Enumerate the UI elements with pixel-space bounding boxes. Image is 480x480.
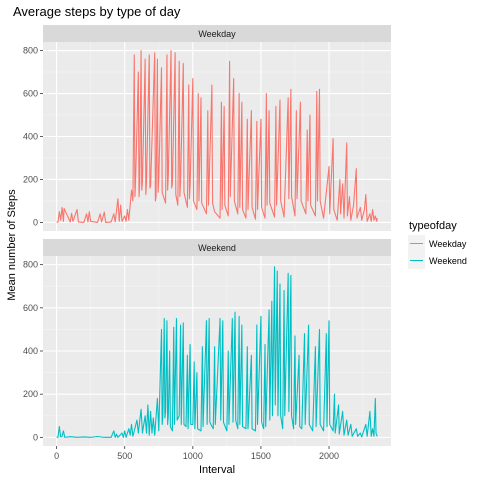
- facet-weekday: Weekday 0 200 400 600 800: [23, 25, 391, 231]
- x-tick-label: 1000: [183, 451, 203, 461]
- legend-label-weekend: Weekend: [429, 256, 467, 266]
- y-tick-label: 0: [33, 432, 38, 442]
- legend-label-weekday: Weekday: [429, 239, 467, 249]
- x-tick-label: 1500: [251, 451, 271, 461]
- facet-label-weekday: Weekday: [198, 29, 236, 39]
- y-tick-label: 400: [23, 132, 38, 142]
- x-tick-label: 2000: [319, 451, 339, 461]
- y-axis-weekend: 0 200 400 600 800: [23, 260, 43, 443]
- y-tick-label: 800: [23, 46, 38, 56]
- y-tick-label: 200: [23, 389, 38, 399]
- y-tick-label: 0: [33, 217, 38, 227]
- x-axis: 0 500 1000 1500 2000: [54, 446, 339, 461]
- y-axis-title: Mean number of Steps: [6, 189, 18, 301]
- legend-title: typeofday: [409, 220, 457, 232]
- y-tick-label: 600: [23, 303, 38, 313]
- facet-label-weekend: Weekend: [198, 243, 236, 253]
- chart-title: Average steps by type of day: [13, 4, 181, 19]
- y-axis-weekday: 0 200 400 600 800: [23, 46, 43, 228]
- legend: typeofday Weekday Weekend: [408, 220, 467, 269]
- y-tick-label: 200: [23, 174, 38, 184]
- x-axis-title: Interval: [199, 464, 235, 476]
- facet-weekend: Weekend 0 200 400 600 800: [23, 239, 391, 446]
- x-tick-label: 0: [54, 451, 59, 461]
- x-tick-label: 500: [117, 451, 132, 461]
- y-tick-label: 600: [23, 89, 38, 99]
- y-tick-label: 400: [23, 346, 38, 356]
- y-tick-label: 800: [23, 260, 38, 270]
